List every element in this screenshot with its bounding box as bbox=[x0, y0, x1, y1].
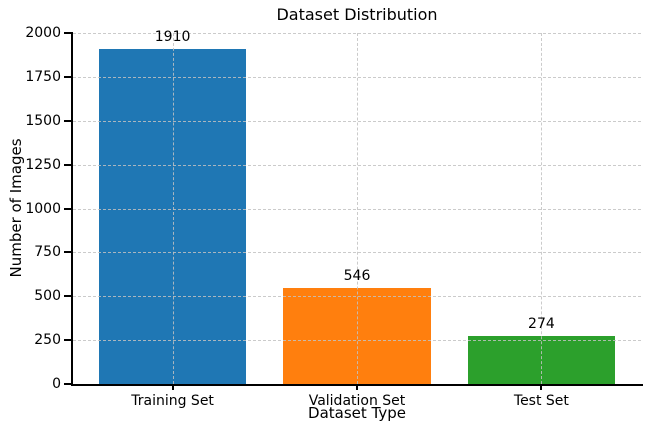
bar-value-label: 1910 bbox=[154, 28, 191, 45]
y-tick bbox=[64, 75, 71, 78]
v-gridline bbox=[357, 33, 358, 384]
y-tick bbox=[64, 119, 71, 122]
x-tick-label-training-set: Training Set bbox=[131, 393, 214, 409]
v-gridline bbox=[541, 33, 543, 384]
y-tick bbox=[64, 339, 71, 342]
y-tick bbox=[64, 163, 71, 166]
bar-value-label: 546 bbox=[343, 268, 371, 285]
y-tick bbox=[64, 383, 71, 385]
y-tick-label: 500 bbox=[34, 288, 61, 305]
x-tick bbox=[540, 384, 543, 390]
bar-validation-set bbox=[283, 288, 431, 384]
y-tick-label: 1750 bbox=[25, 68, 61, 85]
y-axis-label: Number of Images bbox=[7, 138, 25, 278]
y-tick-label: 250 bbox=[34, 332, 61, 349]
plot-area: 0 250 500 750 1000 1250 1500 1750 2000 1910 Traini… bbox=[25, 25, 643, 409]
x-tick-label-test-set: Test Set bbox=[513, 393, 569, 409]
y-tick bbox=[64, 251, 71, 254]
y-tick-label: 2000 bbox=[25, 25, 61, 41]
bar-value-label: 274 bbox=[528, 315, 555, 332]
x-tick bbox=[356, 384, 358, 390]
y-tick-label: 1000 bbox=[25, 200, 61, 217]
y-tick-label: 0 bbox=[52, 376, 61, 392]
y-tick-label: 1250 bbox=[25, 156, 61, 173]
y-tick bbox=[64, 207, 71, 210]
x-tick-label-validation-set: Validation Set bbox=[308, 393, 406, 409]
y-tick-label: 1500 bbox=[25, 112, 61, 129]
y-axis-spine bbox=[71, 32, 73, 386]
v-gridline bbox=[172, 33, 174, 384]
x-tick bbox=[171, 384, 174, 390]
y-tick bbox=[64, 295, 71, 298]
x-axis-label: Dataset Type bbox=[308, 404, 406, 422]
chart-title: Dataset Distribution bbox=[276, 5, 438, 24]
y-tick bbox=[64, 32, 71, 34]
y-tick-label: 750 bbox=[34, 244, 61, 261]
